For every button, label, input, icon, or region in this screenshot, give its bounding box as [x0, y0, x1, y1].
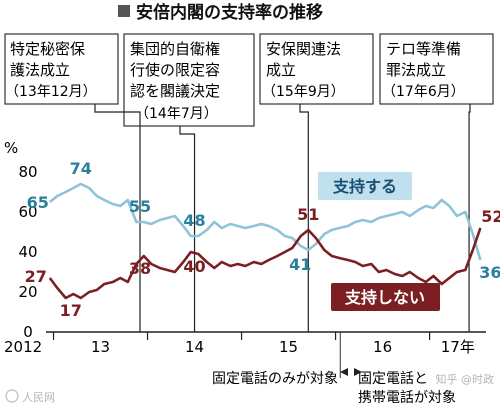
- data-label-layer: 65 74 55 48 41 36 27 17 38 40 51 52: [25, 159, 500, 320]
- data-label: 74: [70, 159, 92, 178]
- legend-support-box: [318, 172, 412, 200]
- data-label: 41: [289, 255, 311, 274]
- legend-nonsupport-box: [331, 283, 440, 311]
- series-line-support: [48, 182, 482, 261]
- data-label: 40: [183, 257, 205, 276]
- event-3-line-1: 安保関連法: [266, 40, 341, 58]
- event-1-line-2: 護法成立: [10, 61, 70, 79]
- x-tick-labels: 2012 13 14 15 16 17年: [4, 332, 475, 356]
- event-2-line-3: 認を閣議決定: [130, 82, 220, 100]
- data-label: 17: [60, 301, 82, 320]
- x-tick-label: 2012: [4, 338, 42, 356]
- data-label: 27: [25, 267, 47, 286]
- data-label: 52: [481, 207, 500, 226]
- data-label: 55: [129, 197, 151, 216]
- event-2-line-1: 集団的自衛権: [130, 40, 220, 58]
- y-unit-label: %: [4, 139, 18, 157]
- y-tick-label: 0: [23, 323, 33, 341]
- event-line: [179, 126, 196, 332]
- event-box-1: 特定秘密保 護法成立 （13年12月）: [4, 33, 119, 105]
- event-4-date: （17年6月）: [382, 84, 465, 100]
- data-label: 36: [479, 263, 500, 282]
- series-layer: [48, 182, 482, 300]
- data-label: 51: [297, 205, 319, 224]
- watermark-text: 人民网: [22, 391, 55, 404]
- event-box-4: テロ等準備 罪法成立 （17年6月）: [379, 33, 494, 105]
- x-tick-label: 15: [279, 338, 298, 356]
- title-cube-icon: [118, 5, 130, 17]
- x-tick-label: 16: [373, 338, 392, 356]
- note-landline-mobile-2: 携帯電話が対象: [358, 389, 456, 406]
- event-1-line-1: 特定秘密保: [10, 40, 85, 58]
- data-label: 38: [129, 259, 151, 278]
- watermark-right-text: 知乎 @时政: [436, 372, 495, 386]
- event-3-line-2: 成立: [266, 61, 296, 79]
- y-tick-label: 20: [18, 283, 37, 301]
- legend-support-label: 支持する: [332, 177, 397, 196]
- y-tick-label: 40: [18, 243, 37, 261]
- y-tick-label: 60: [18, 203, 37, 221]
- note-landline-mobile-1: 固定電話と: [358, 370, 428, 387]
- x-tick-label: 13: [91, 338, 110, 356]
- event-1-date: （13年12月）: [5, 84, 97, 100]
- watermark-right: 知乎 @时政: [436, 372, 495, 386]
- event-line: [94, 104, 141, 332]
- event-4-line-1: テロ等準備: [386, 40, 461, 58]
- x-tick-label: 17年: [441, 338, 475, 356]
- legend-nonsupport: 支持しない: [331, 283, 440, 311]
- data-label: 48: [183, 211, 205, 230]
- data-label: 65: [27, 193, 49, 212]
- x-tick-label: 14: [185, 338, 204, 356]
- watermark-left: 人民网: [5, 389, 55, 404]
- chart-title-text: 安倍内閣の支持率の推移: [136, 2, 323, 23]
- event-line: [468, 104, 471, 332]
- event-2-line-2: 行使の限定容: [130, 61, 220, 79]
- note-landline-only: 固定電話のみが対象: [212, 370, 338, 387]
- event-line: [299, 104, 309, 332]
- method-notes: 固定電話のみが対象 固定電話と 携帯電話が対象: [212, 332, 456, 406]
- event-4-line-2: 罪法成立: [386, 61, 446, 79]
- chart-title: 安倍内閣の支持率の推移: [118, 2, 323, 23]
- event-3-date: （15年9月）: [262, 84, 345, 100]
- event-box-3: 安保関連法 成立 （15年9月）: [259, 33, 374, 105]
- y-tick-labels: 0 20 40 60 80: [18, 163, 37, 341]
- arrow-left-icon: [340, 368, 348, 376]
- arrow-right-icon: [354, 368, 362, 376]
- legend-nonsupport-label: 支持しない: [344, 288, 425, 307]
- legend-support: 支持する: [318, 172, 412, 200]
- watermark-logo-icon: [5, 389, 19, 403]
- y-axis: %: [4, 139, 18, 157]
- event-box-2: 集団的自衛権 行使の限定容 認を閣議決定 （14年7月）: [123, 33, 255, 127]
- series-line-nonsupport: [48, 227, 482, 300]
- event-2-date: （14年7月）: [135, 106, 218, 122]
- y-tick-label: 80: [18, 163, 37, 181]
